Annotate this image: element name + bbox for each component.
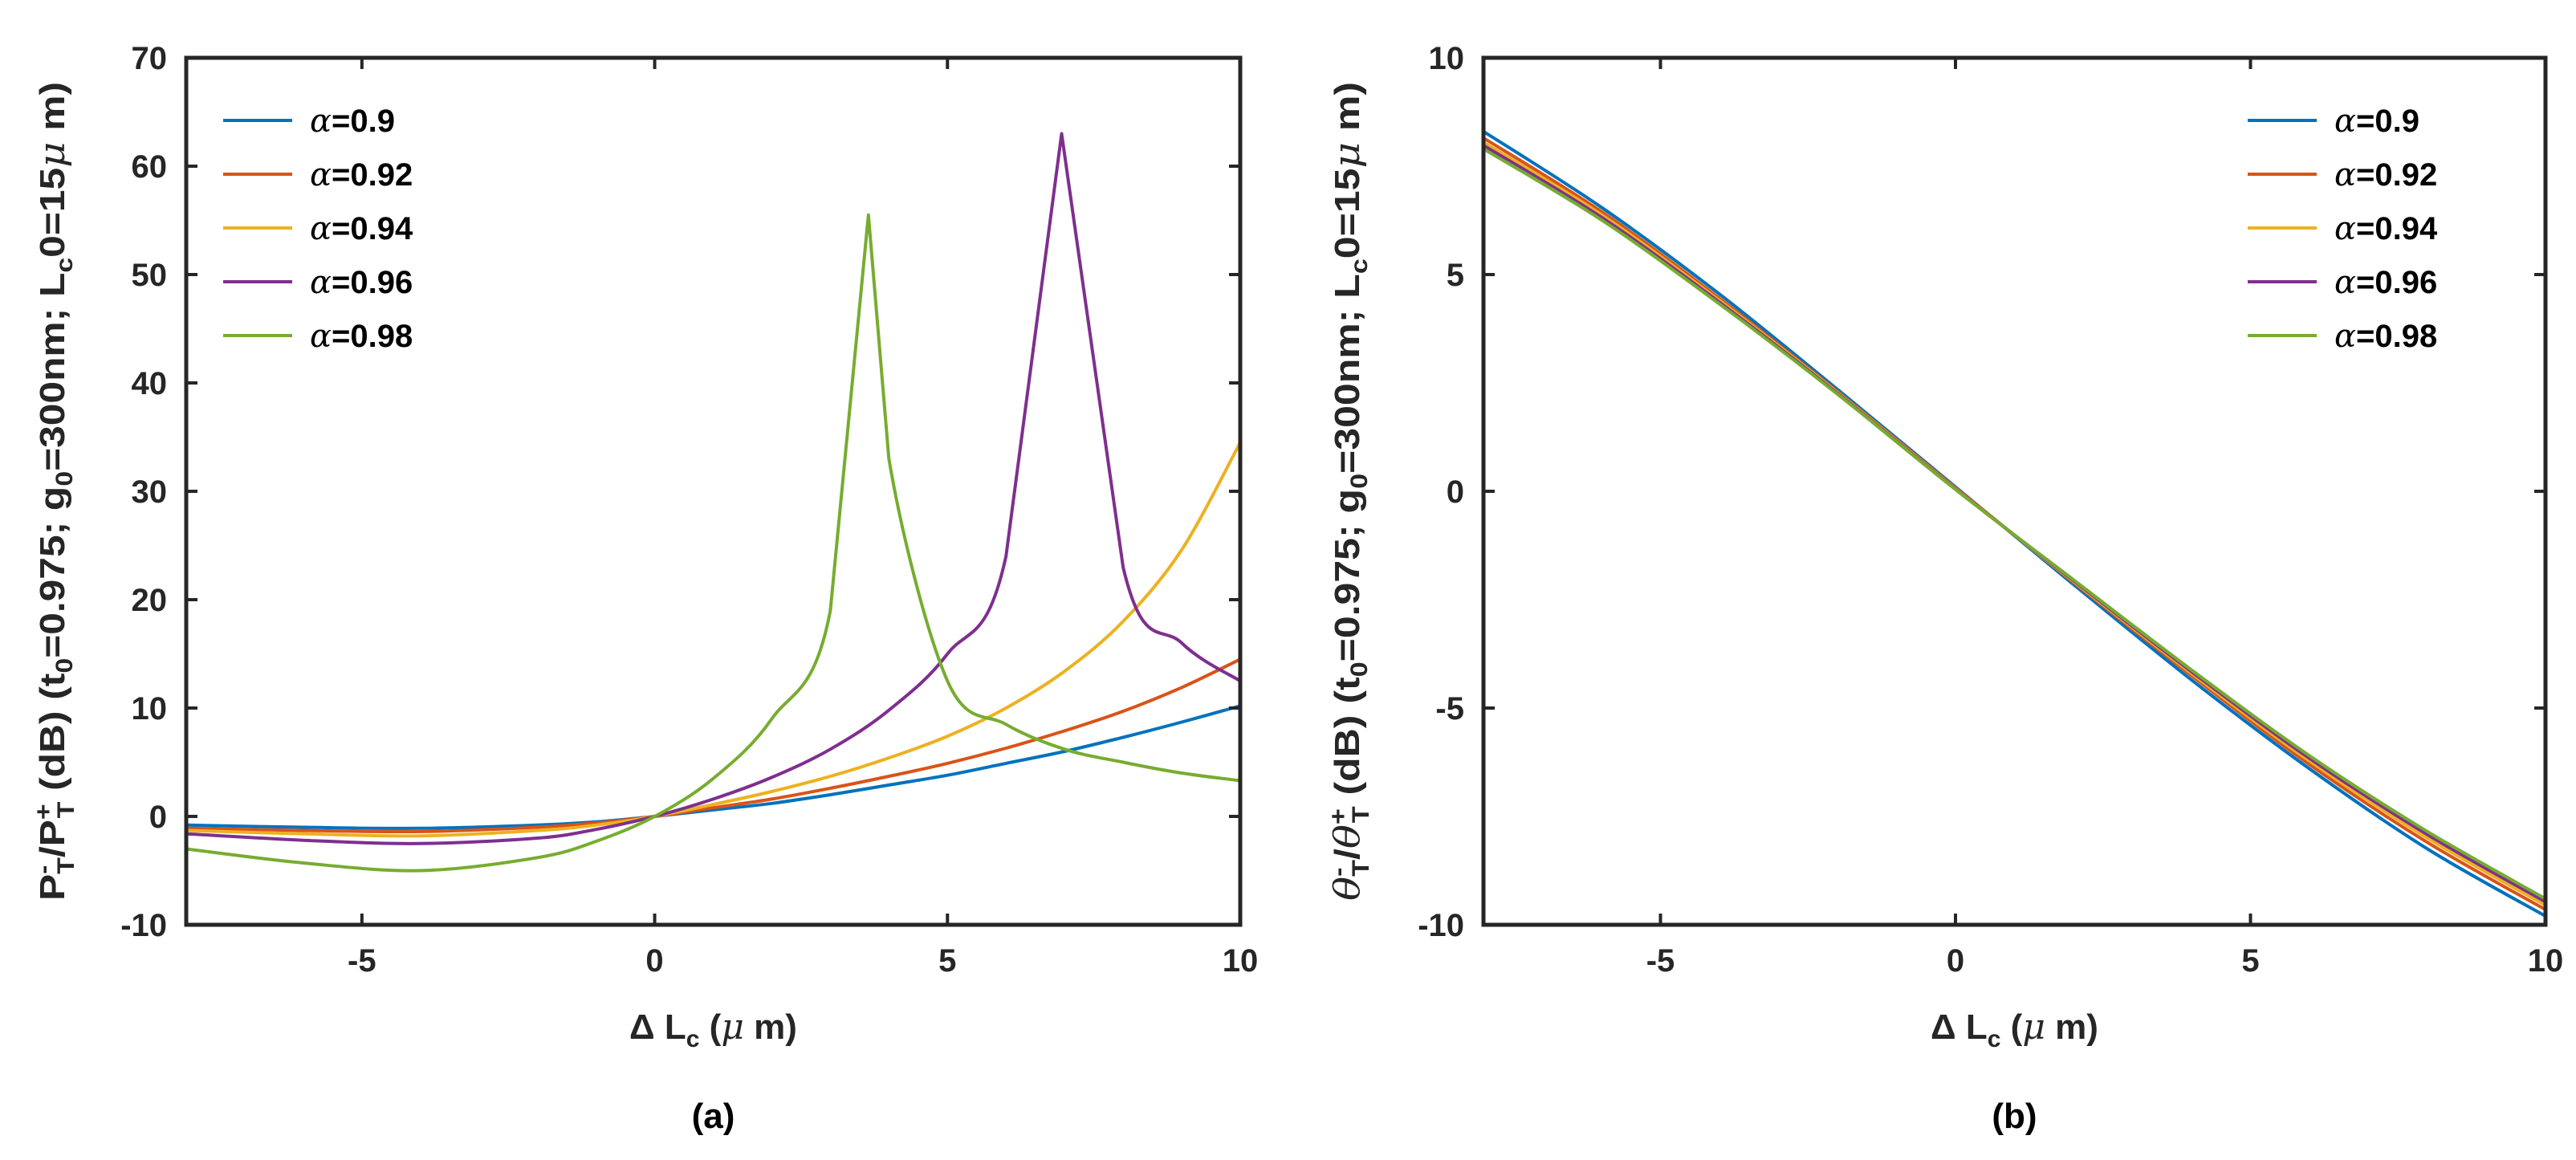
series-line (186, 657, 1240, 834)
legend-label: α=0.98 (2334, 318, 2437, 355)
y-tick-label: 5 (1447, 258, 1464, 293)
legend-label: α=0.94 (2334, 210, 2438, 247)
y-tick-label: 0 (1447, 474, 1464, 510)
x-axis-label: Δ Lc (μ m) (629, 1007, 797, 1052)
series-line (186, 704, 1240, 830)
x-tick-label: -5 (348, 943, 376, 979)
y-axis-label: θ-T/θ+T (dB) (t0=0.975; g0=300nm; Lc0=15… (1325, 82, 1374, 901)
y-tick-label: 40 (132, 366, 168, 401)
legend-label: α=0.92 (310, 157, 413, 193)
legend-label: α=0.98 (310, 318, 413, 355)
legend-label: α=0.94 (310, 210, 413, 247)
y-tick-label: 50 (132, 258, 168, 293)
x-tick-label: 5 (2241, 943, 2259, 979)
x-tick-label: -5 (1646, 943, 1675, 979)
y-axis-label: P-T/P+T (dB) (t0=0.975; g0=300nm; Lc0=15… (31, 82, 79, 901)
x-tick-label: 0 (1947, 943, 1964, 979)
legend: α=0.9 α=0.92 α=0.94 α=0.96 α=0.98 (223, 103, 413, 355)
x-tick-label: 5 (938, 943, 956, 979)
series-group (186, 132, 1240, 873)
y-tick-label: 10 (1429, 41, 1465, 76)
plot-area (1483, 58, 2545, 925)
legend: α=0.9 α=0.92 α=0.94 α=0.96 α=0.98 (2248, 103, 2438, 355)
y-tick-label: -10 (120, 908, 167, 943)
y-tick-label: 10 (132, 691, 168, 727)
series-line (186, 442, 1240, 838)
y-tick-label: 70 (132, 41, 168, 76)
series-line (186, 132, 1240, 845)
legend-label: α=0.9 (2334, 103, 2419, 140)
legend-label: α=0.9 (310, 103, 395, 140)
series-line (186, 213, 1240, 873)
panel-caption: (a) (692, 1097, 735, 1136)
y-tick-label: 30 (132, 474, 168, 510)
legend-label: α=0.96 (310, 264, 413, 301)
panel-caption: (b) (1992, 1097, 2037, 1136)
x-axis-label: Δ Lc (μ m) (1931, 1007, 2098, 1052)
x-tick-label: 10 (2528, 943, 2564, 979)
y-tick-label: 20 (132, 583, 168, 618)
legend-label: α=0.96 (2334, 264, 2437, 301)
y-tick-label: -10 (1418, 908, 1464, 943)
chart-panel-b: -5 0 5 10 -10 -5 0 5 10 Δ Lc (μ m) θ-T/θ+T (dB) (t… (1325, 41, 2563, 1136)
y-tick-label: 60 (132, 149, 168, 185)
x-tick-label: 10 (1223, 943, 1259, 979)
y-tick-label: -5 (1435, 691, 1464, 727)
y-tick-label: 0 (149, 800, 167, 835)
series-line (1483, 147, 2545, 901)
x-tick-label: 0 (645, 943, 663, 979)
legend-label: α=0.92 (2334, 157, 2437, 193)
series-group (1483, 130, 2545, 918)
chart-panel-a: -5 0 5 10 -10 0 10 20 30 40 50 60 70 Δ Lc (μ m) P-T/P+… (31, 41, 1258, 1136)
